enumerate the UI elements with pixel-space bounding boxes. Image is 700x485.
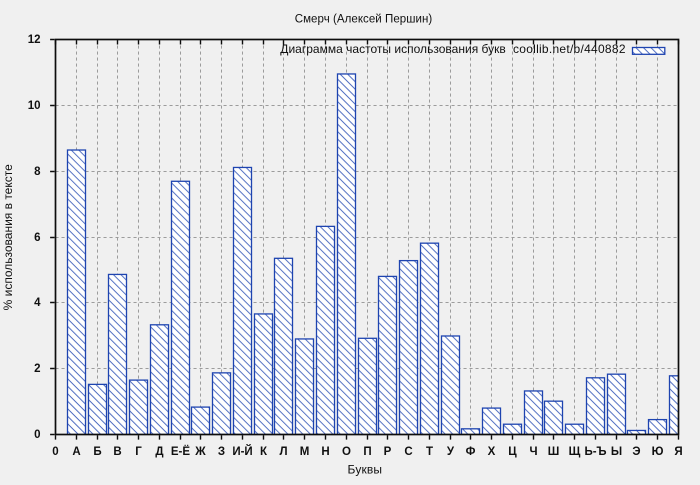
svg-text:Смерч (Алексей Першин): Смерч (Алексей Першин) <box>295 14 433 26</box>
svg-text:Ш: Ш <box>548 446 560 458</box>
svg-text:З: З <box>218 446 225 458</box>
svg-text:0: 0 <box>34 429 40 441</box>
svg-text:Б: Б <box>93 446 101 458</box>
svg-text:В: В <box>113 446 121 458</box>
svg-text:coollib.net/b/440882: coollib.net/b/440882 <box>513 42 626 56</box>
svg-text:У: У <box>447 446 455 458</box>
svg-text:Ж: Ж <box>194 446 206 458</box>
svg-text:4: 4 <box>34 297 41 309</box>
svg-text:И-Й: И-Й <box>232 445 252 458</box>
svg-text:О: О <box>342 446 351 458</box>
svg-text:Д: Д <box>155 446 163 458</box>
svg-text:Диаграмма частоты использовани: Диаграмма частоты использования букв <box>280 42 506 56</box>
svg-text:6: 6 <box>34 232 40 244</box>
svg-text:Щ: Щ <box>569 446 581 458</box>
svg-text:К: К <box>260 446 268 458</box>
svg-text:Г: Г <box>135 446 142 458</box>
svg-text:Р: Р <box>384 446 392 458</box>
svg-text:12: 12 <box>28 34 41 46</box>
svg-text:Ь-Ъ: Ь-Ъ <box>584 446 606 458</box>
svg-text:2: 2 <box>34 363 40 375</box>
svg-text:Т: Т <box>426 446 433 458</box>
svg-text:Е-Ё: Е-Ё <box>171 445 191 458</box>
svg-text:Н: Н <box>321 446 329 458</box>
svg-text:А: А <box>72 446 80 458</box>
svg-text:П: П <box>363 446 371 458</box>
svg-text:Ч: Ч <box>529 446 537 458</box>
svg-text:10: 10 <box>28 100 41 112</box>
svg-text:Ц: Ц <box>508 446 517 458</box>
svg-text:8: 8 <box>34 166 41 178</box>
svg-text:Х: Х <box>488 446 496 458</box>
svg-text:0: 0 <box>52 446 58 458</box>
svg-text:Л: Л <box>279 446 287 458</box>
svg-text:Ф: Ф <box>466 446 476 458</box>
svg-text:Ы: Ы <box>611 446 622 458</box>
svg-text:Ю: Ю <box>652 446 664 458</box>
svg-text:М: М <box>300 446 310 458</box>
svg-text:Э: Э <box>632 446 640 458</box>
svg-text:С: С <box>404 446 412 458</box>
svg-text:% использования в тексте: % использования в тексте <box>1 164 15 310</box>
svg-text:Буквы: Буквы <box>348 463 383 477</box>
svg-text:Я: Я <box>674 446 682 458</box>
